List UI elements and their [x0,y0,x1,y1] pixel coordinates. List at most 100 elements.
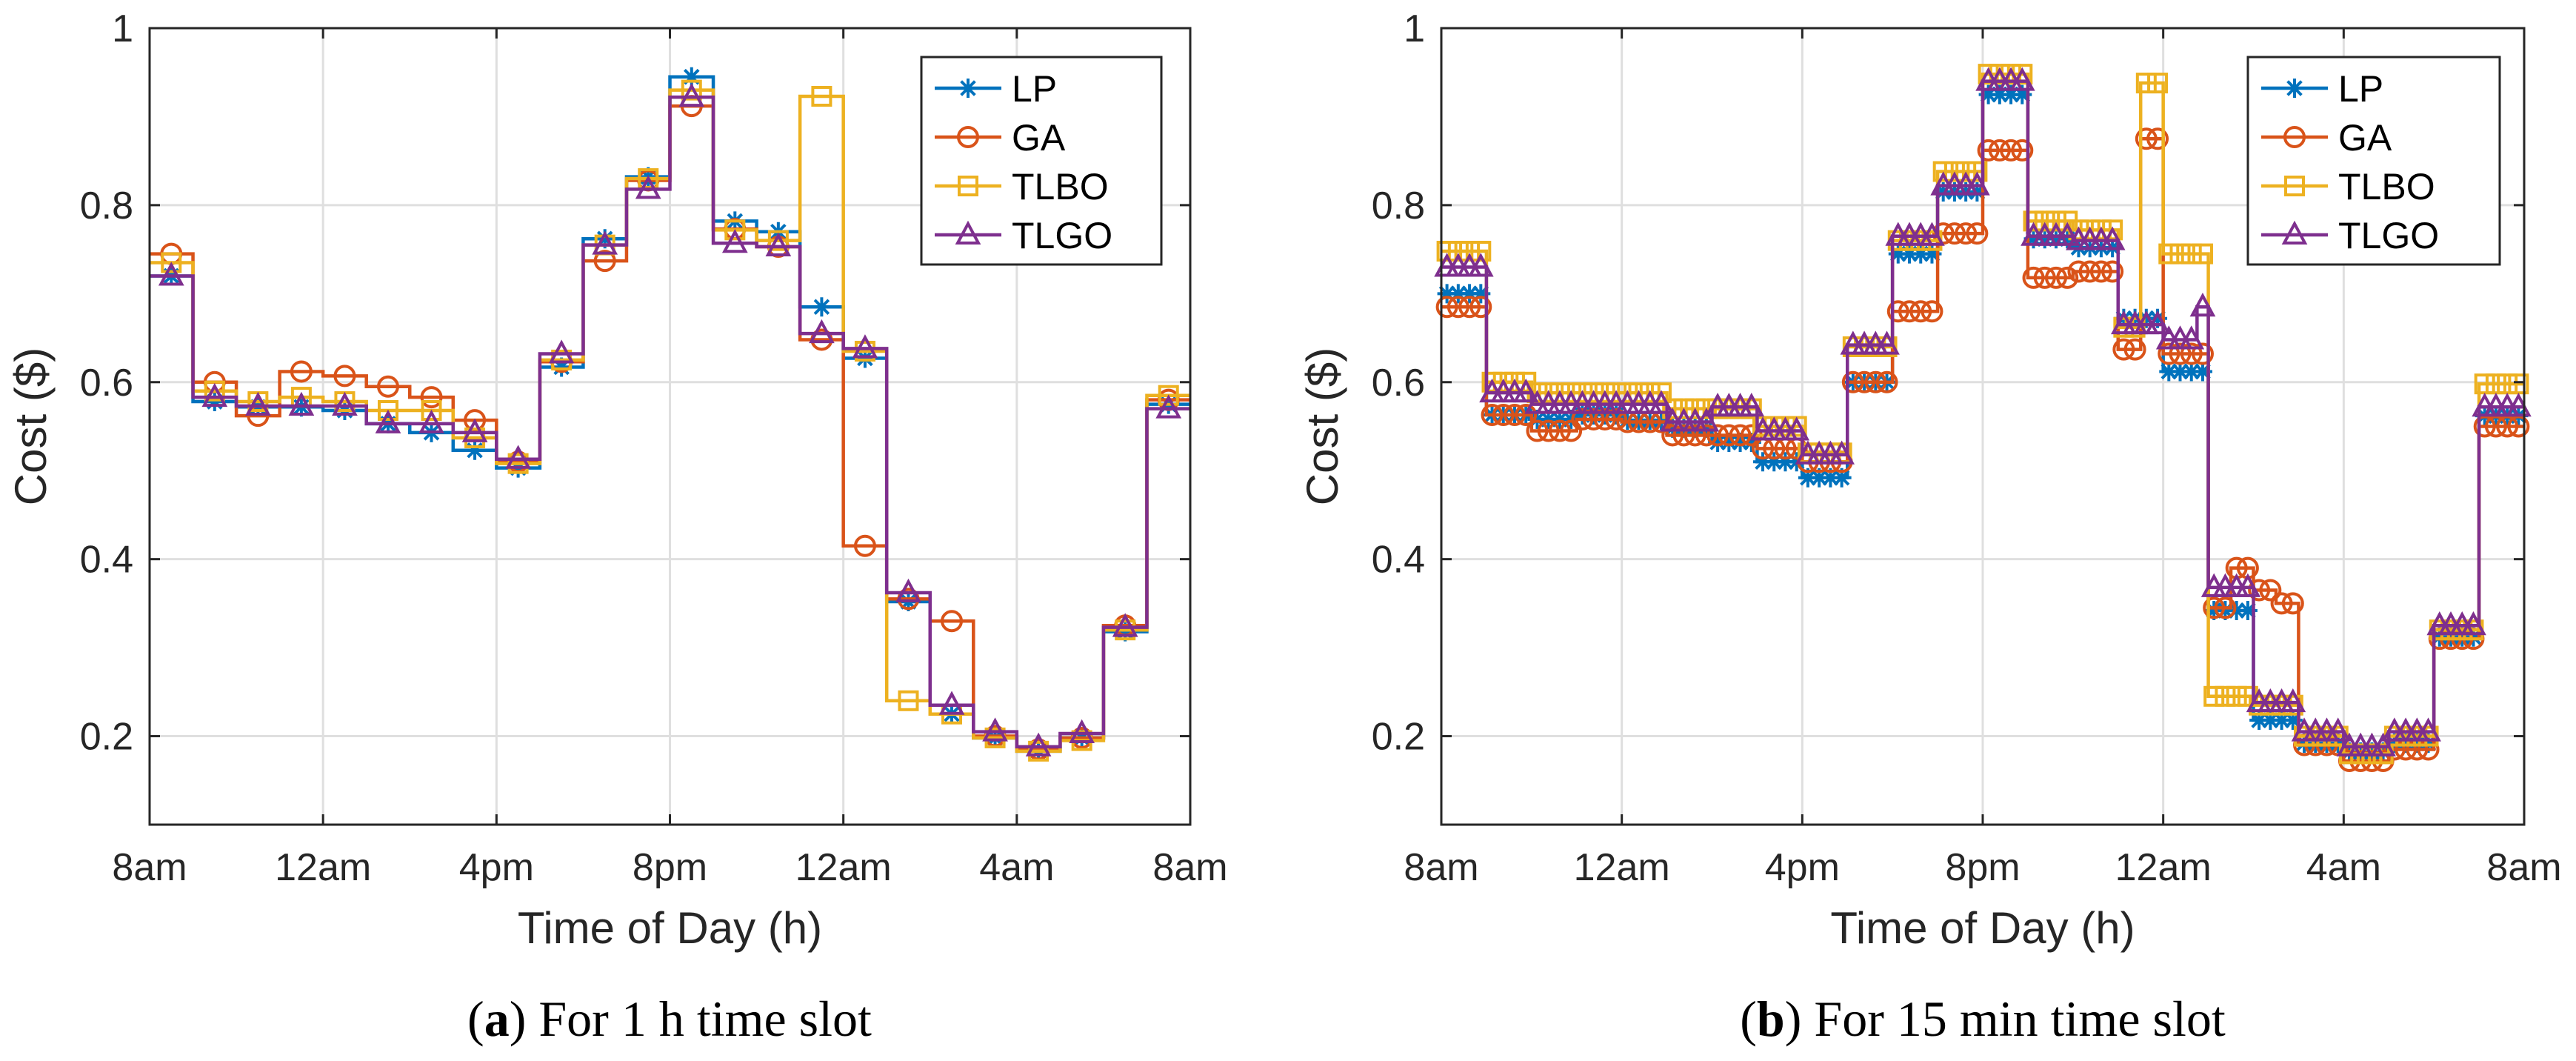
data-point-lp [1989,84,2009,104]
data-point-tlbo [1594,382,1615,404]
data-point-tlbo [2034,210,2055,232]
data-point-ga [1943,222,1966,245]
data-point-tlbo [1549,382,1570,404]
data-point-lp [1685,418,1705,438]
data-point-tlgo [158,262,184,286]
x-tick-label: 8pm [1945,846,2020,889]
data-point-lp [1911,244,1931,264]
data-point-lp [465,440,485,460]
data-point-ga [2203,596,2226,619]
data-point-ga [2033,266,2056,289]
data-point-tlbo [1741,398,1762,419]
data-point-tlbo [204,380,225,402]
data-point-tlgo [1738,393,1765,417]
y-tick-label: 0.6 [1372,362,1425,405]
figure-caption: (b) For 15 min time slot [1740,991,2226,1047]
data-point-lp [2204,600,2224,620]
data-point-tlbo [1684,398,1706,419]
data-point-tlbo [1504,371,1525,393]
data-point-tlbo [1650,382,1672,404]
data-point-tlgo [1155,394,1182,419]
data-point-ga [1503,403,1526,426]
data-point-ga [2123,338,2146,361]
data-point-tlbo [1492,371,1514,393]
data-point-tlbo [2147,73,2169,94]
data-point-tlgo [375,409,401,433]
data-point-lp [1753,452,1773,472]
data-point-ga [2112,338,2135,361]
data-point-lp [1798,468,1818,488]
data-point-ga [1841,370,1864,393]
data-point-lp [1719,433,1739,452]
data-point-tlbo [161,252,182,273]
data-point-ga [376,375,399,398]
data-point-ga [2191,342,2214,365]
data-point-tlbo [1943,161,1965,182]
data-point-tlgo [765,232,792,257]
data-point-tlbo [1662,398,1684,419]
data-point-tlgo [895,578,921,603]
data-point-lp [1764,452,1784,472]
data-point-lp [2249,711,2269,731]
data-point-ga [1548,419,1571,442]
data-point-ga [1515,403,1538,426]
data-point-ga [2169,342,2192,365]
data-point-tlgo [1025,732,1052,756]
data-point-lp [812,297,832,317]
data-point-tlgo [2009,67,2035,91]
y-tick-label: 0.4 [1372,539,1425,582]
data-point-ga [2259,579,2282,602]
data-point-lp [1821,468,1841,488]
data-point-lp [1651,410,1671,430]
data-point-tlgo [809,319,835,344]
data-point-tlgo [418,409,444,433]
data-point-tlgo [1069,719,1095,743]
data-point-lp [1809,468,1829,488]
data-point-lp [2012,84,2032,104]
data-point-lp [1460,284,1480,304]
data-point-ga [1729,424,1752,447]
data-point-ga [1492,403,1515,426]
data-point-lp [1933,182,1953,202]
data-point-lp [2306,734,2326,754]
series-markers-tlgo [158,82,1182,756]
data-point-tlbo [2215,685,2236,707]
data-point-lp [595,229,615,249]
data-point-lp [2226,600,2246,620]
data-point-tlbo [1955,161,1977,182]
data-point-lp [1900,244,1920,264]
data-point-tlgo [592,230,618,255]
data-point-tlgo [201,382,228,408]
data-point-ga [420,386,443,409]
data-point-tlbo [1718,398,1740,419]
data-point-tlbo [1606,382,1627,404]
legend-marker-tlgo [2281,220,2308,245]
data-point-ga [2056,266,2079,289]
data-point-lp [2238,600,2258,620]
data-point-tlbo [1876,336,1898,357]
y-tick-label: 0.8 [80,184,133,227]
data-point-tlgo [852,334,878,359]
data-point-ga [1977,139,2000,162]
legend-label-tlgo: TLGO [2338,215,2439,256]
figure-caption: (a) For 1 h time slot [467,991,872,1047]
data-point-ga [1955,222,1978,245]
data-point-ga [1605,408,1628,430]
data-point-ga [2067,260,2090,283]
caption-open: ( [467,991,484,1047]
data-point-tlgo [245,391,271,416]
data-point-lp [681,67,701,87]
data-point-lp [2396,734,2416,754]
data-point-ga [2078,260,2101,283]
legend-label-lp: LP [2338,68,2383,110]
data-point-tlbo [1561,382,1582,404]
data-point-tlbo [1865,336,1886,357]
data-point-ga [1435,296,1458,319]
caption-close: ) [510,991,527,1047]
data-point-ga [853,534,876,557]
data-point-tlbo [1673,398,1695,419]
data-point-tlgo [1693,408,1720,432]
data-point-tlgo [2178,325,2205,350]
data-point-tlbo [898,690,919,711]
legend-label-tlbo: TLBO [2338,166,2435,207]
